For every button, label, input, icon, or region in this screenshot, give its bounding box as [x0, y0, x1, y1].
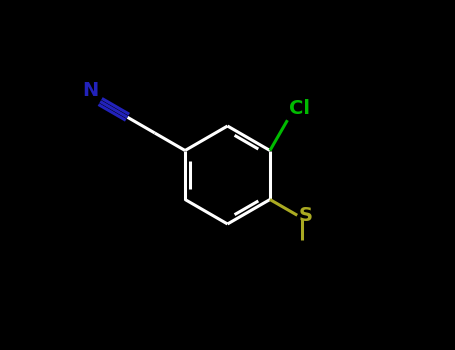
Text: N: N [82, 81, 98, 100]
Text: S: S [299, 206, 313, 225]
Text: Cl: Cl [289, 99, 310, 118]
